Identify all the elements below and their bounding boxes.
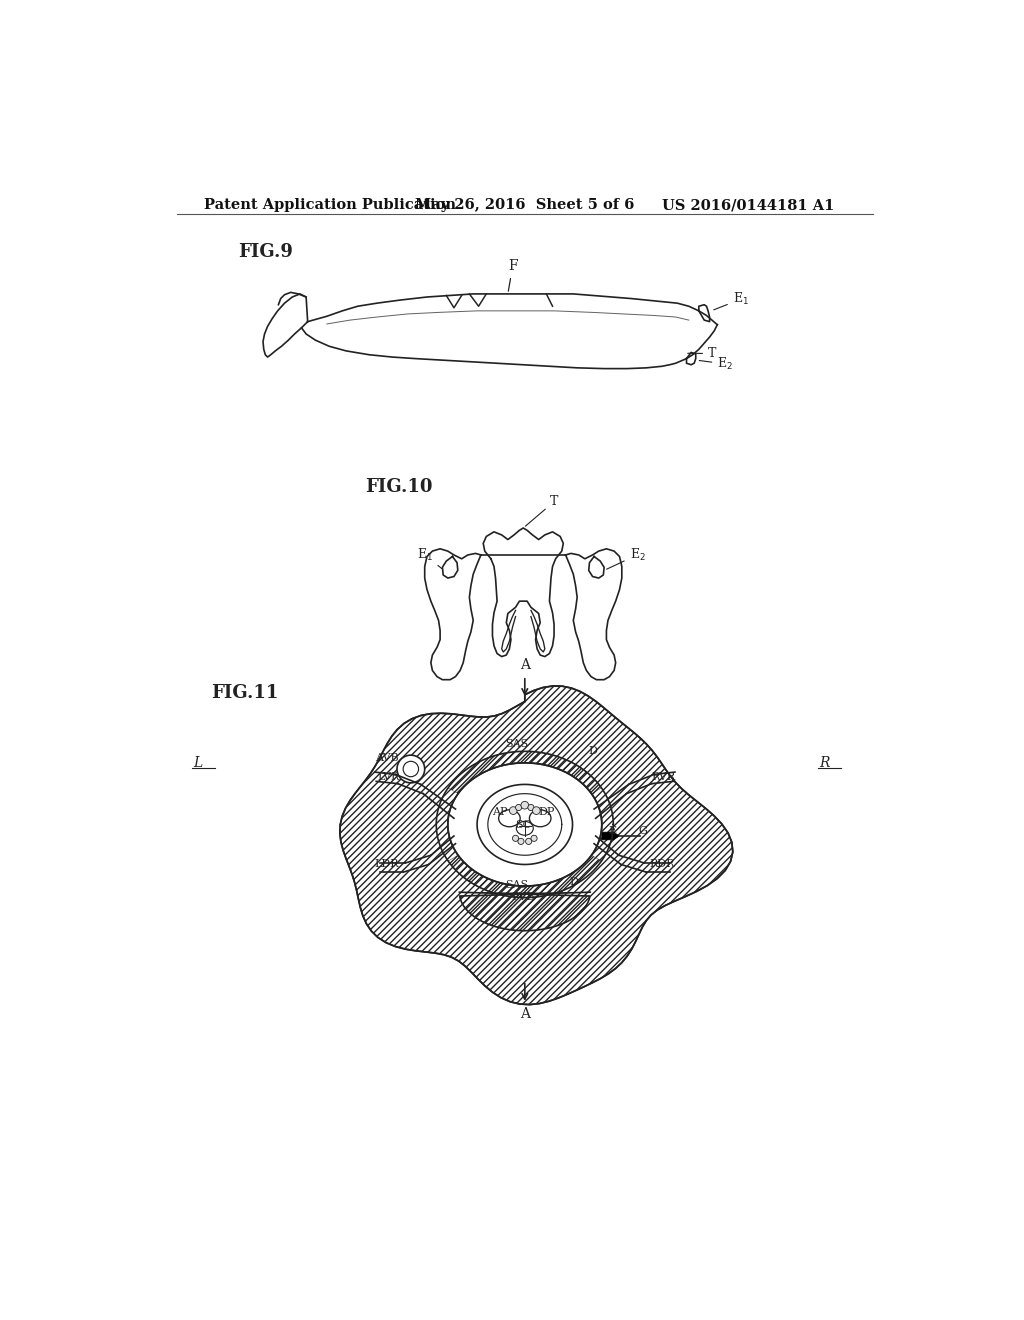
Text: SAS: SAS bbox=[506, 879, 528, 890]
Text: RVR: RVR bbox=[652, 772, 676, 781]
Text: LVR: LVR bbox=[377, 772, 399, 781]
Text: E$_2$: E$_2$ bbox=[606, 546, 645, 569]
Text: E$_1$: E$_1$ bbox=[714, 292, 749, 310]
Circle shape bbox=[531, 836, 538, 841]
Text: RDR: RDR bbox=[649, 859, 675, 869]
Text: SAS: SAS bbox=[506, 739, 528, 750]
Circle shape bbox=[515, 804, 521, 810]
Text: PVB: PVB bbox=[511, 892, 535, 902]
Ellipse shape bbox=[529, 810, 551, 826]
Circle shape bbox=[397, 755, 425, 783]
Text: FIG.10: FIG.10 bbox=[366, 478, 433, 496]
Text: A: A bbox=[520, 657, 529, 672]
Text: FIG.11: FIG.11 bbox=[211, 684, 279, 701]
Text: E$_2$: E$_2$ bbox=[699, 356, 733, 372]
Text: E: E bbox=[608, 826, 616, 836]
Circle shape bbox=[512, 836, 518, 841]
Text: SC: SC bbox=[515, 820, 531, 830]
Text: L: L bbox=[194, 756, 203, 770]
Circle shape bbox=[518, 838, 524, 845]
Polygon shape bbox=[477, 784, 572, 865]
Text: R: R bbox=[819, 756, 830, 770]
Text: D: D bbox=[588, 746, 597, 755]
Text: LDR: LDR bbox=[375, 859, 399, 869]
Polygon shape bbox=[602, 832, 620, 840]
Circle shape bbox=[528, 804, 535, 810]
Text: Patent Application Publication: Patent Application Publication bbox=[204, 198, 456, 213]
Circle shape bbox=[521, 801, 528, 809]
Circle shape bbox=[509, 807, 517, 814]
Text: A: A bbox=[520, 1007, 529, 1020]
Polygon shape bbox=[447, 763, 602, 886]
Text: AP: AP bbox=[493, 808, 508, 817]
Circle shape bbox=[532, 807, 541, 814]
Text: DP: DP bbox=[539, 808, 555, 817]
Circle shape bbox=[525, 838, 531, 845]
Text: D: D bbox=[569, 876, 579, 887]
Text: May 26, 2016  Sheet 5 of 6: May 26, 2016 Sheet 5 of 6 bbox=[416, 198, 635, 213]
Text: F: F bbox=[508, 259, 517, 292]
Text: US 2016/0144181 A1: US 2016/0144181 A1 bbox=[662, 198, 835, 213]
Text: E$_1$: E$_1$ bbox=[417, 546, 441, 569]
Text: T: T bbox=[525, 495, 558, 527]
Ellipse shape bbox=[499, 810, 520, 826]
Text: G: G bbox=[639, 826, 647, 836]
Text: T: T bbox=[688, 347, 717, 360]
Text: FIG.9: FIG.9 bbox=[239, 243, 293, 261]
Ellipse shape bbox=[516, 821, 534, 836]
Text: AVB: AVB bbox=[375, 754, 398, 763]
